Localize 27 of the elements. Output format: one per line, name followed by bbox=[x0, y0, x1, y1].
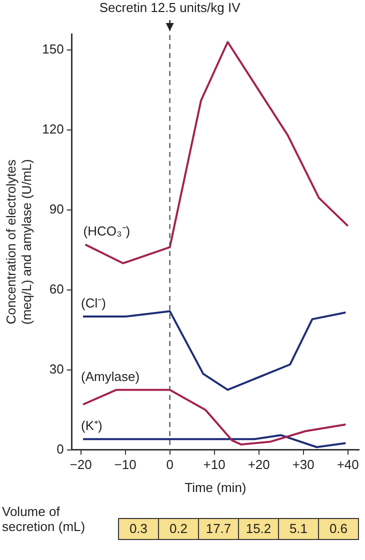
x-tick-label: +30 bbox=[292, 457, 314, 472]
text: Volume of secretion (mL) bbox=[2, 504, 86, 534]
data-label: 0.6 bbox=[318, 519, 358, 539]
x-tick-label: 0 bbox=[166, 457, 174, 472]
series-label: (HCO₃⁻) bbox=[83, 224, 130, 239]
data-label: 0.2 bbox=[158, 519, 198, 539]
x-tick-label: +40 bbox=[336, 457, 359, 472]
x-tick-label: −10 bbox=[114, 457, 136, 472]
y-tick-label: 30 bbox=[49, 361, 64, 376]
y-tick-label: 60 bbox=[49, 281, 64, 296]
y-tick-label: 120 bbox=[42, 122, 64, 137]
data-label: 5.1 bbox=[278, 519, 318, 539]
x-tick-label: +20 bbox=[248, 457, 270, 472]
y-tick-label: 0 bbox=[56, 441, 64, 456]
data-label: 15.2 bbox=[238, 519, 278, 539]
x-axis-title: Time (min) bbox=[184, 480, 246, 495]
data-label: 0.3 bbox=[119, 519, 158, 539]
x-tick-label: −20 bbox=[70, 457, 92, 472]
y-axis-title: Concentration of electrolytes (meq/L) and amylase (U/mL) bbox=[3, 159, 34, 325]
series-label: (Cl⁻) bbox=[81, 296, 106, 311]
y-tick-label: 150 bbox=[42, 42, 64, 57]
series-label: (K⁺) bbox=[81, 418, 102, 434]
y-tick-label: 90 bbox=[49, 201, 64, 216]
data-label: 17.7 bbox=[198, 519, 238, 539]
x-tick-label: +10 bbox=[203, 457, 226, 472]
ref-line-label: Secretin 12.5 units/kg IV bbox=[99, 0, 241, 16]
series-label: (Amylase) bbox=[81, 368, 140, 384]
